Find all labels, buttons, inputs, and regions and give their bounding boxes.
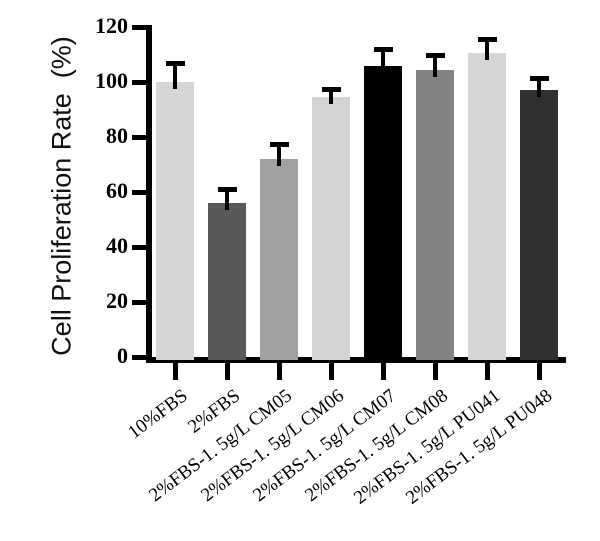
error-bar-stem (277, 143, 281, 166)
x-axis-tick (224, 363, 230, 380)
x-axis-tick (276, 363, 282, 380)
error-bar-cap (477, 37, 497, 43)
x-axis-tick-label: 10%FBS (124, 385, 193, 444)
y-axis-line (146, 25, 152, 363)
x-axis-line (146, 357, 566, 363)
y-axis-tick (132, 354, 146, 360)
x-axis-tick (328, 363, 334, 380)
error-bar-stem (433, 54, 437, 77)
error-bar-stem (381, 49, 385, 73)
y-axis-tick (132, 189, 146, 195)
x-axis-tick (380, 363, 386, 380)
bar (312, 97, 350, 360)
bar (520, 90, 558, 360)
error-bar-stem (173, 62, 177, 89)
error-bar-stem (485, 39, 489, 61)
error-bar-stem (329, 88, 333, 105)
y-axis-tick-label: 20 (106, 288, 128, 314)
y-axis-tick (132, 244, 146, 250)
y-axis-tick (132, 79, 146, 85)
y-axis-tick-label: 40 (106, 233, 128, 259)
error-bar-stem (537, 77, 541, 98)
bar (364, 65, 402, 360)
bar (260, 159, 298, 360)
bar (468, 53, 506, 360)
y-axis-tick (132, 24, 146, 30)
error-bar-cap (373, 47, 393, 52)
error-bar-cap (321, 86, 341, 92)
error-bar-stem (225, 189, 229, 210)
y-axis-tick (132, 134, 146, 140)
x-axis-tick (172, 363, 178, 380)
x-axis-tick (536, 363, 542, 380)
error-bar-cap (425, 52, 445, 58)
x-axis-tick (484, 363, 490, 380)
y-axis-tick-label: 60 (106, 178, 128, 204)
bar (156, 82, 194, 360)
error-bar-cap (165, 60, 185, 66)
error-bar-cap (269, 141, 289, 147)
y-axis-tick-label: 0 (117, 343, 128, 369)
bar (416, 69, 454, 360)
y-axis-tick (132, 299, 146, 305)
error-bar-cap (217, 187, 237, 193)
y-axis-tick-label: 120 (95, 13, 128, 39)
y-axis-tick-label: 100 (95, 68, 128, 94)
error-bar-cap (529, 75, 549, 81)
y-axis-tick-label: 80 (106, 123, 128, 149)
bar (208, 203, 246, 360)
x-axis-tick (432, 363, 438, 380)
